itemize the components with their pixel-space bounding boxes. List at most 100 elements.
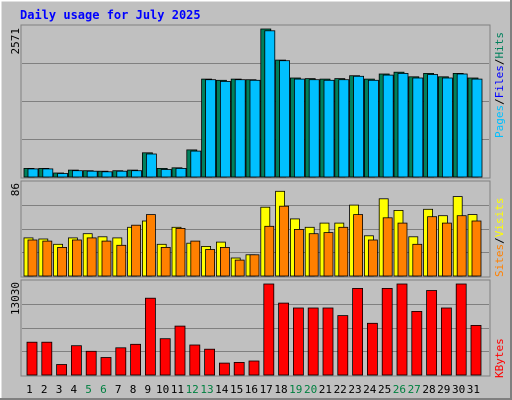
bar-pages-day-7	[116, 170, 128, 178]
bar-sites-day-23	[353, 214, 364, 277]
bar-kbytes-day-1	[26, 341, 38, 376]
bar-sites-day-17	[264, 225, 275, 277]
bar-pages-day-30	[456, 73, 468, 178]
legend-middle: Sites/Visits	[493, 198, 506, 278]
legend-separator-3: /	[493, 237, 506, 244]
x-tick-label-10: 10	[156, 383, 169, 396]
x-tick-label-22: 22	[334, 383, 347, 396]
bar-pages-day-6	[101, 171, 113, 178]
bar-pages-day-31	[471, 78, 483, 178]
bar-kbytes-day-22	[337, 315, 349, 376]
bar-kbytes-day-23	[352, 287, 364, 376]
bar-kbytes-day-24	[366, 322, 378, 376]
bar-kbytes-day-7	[115, 347, 127, 376]
bar-pages-day-12	[190, 150, 202, 178]
bar-pages-day-4	[72, 170, 83, 178]
bar-kbytes-day-17	[263, 283, 275, 376]
x-tick-label-12: 12	[186, 383, 199, 396]
middle-ymax-label: 86	[9, 183, 22, 196]
x-tick-label-25: 25	[378, 383, 391, 396]
x-tick-label-4: 4	[70, 383, 77, 396]
x-tick-label-27: 27	[408, 383, 421, 396]
bar-pages-day-1	[27, 168, 39, 178]
bar-sites-day-11	[175, 227, 186, 277]
bar-sites-day-1	[27, 239, 38, 277]
bar-pages-day-21	[323, 79, 335, 178]
bar-sites-day-3	[57, 246, 67, 277]
bar-kbytes-day-20	[307, 307, 319, 376]
x-tick-label-28: 28	[422, 383, 435, 396]
bar-pages-day-16	[249, 79, 261, 178]
x-tick-label-23: 23	[348, 383, 361, 396]
bar-pages-day-27	[412, 77, 424, 178]
bar-pages-day-3	[57, 173, 68, 178]
bar-sites-day-5	[86, 237, 97, 277]
bar-kbytes-day-11	[174, 325, 186, 376]
bar-kbytes-day-14	[218, 362, 230, 376]
x-tick-label-17: 17	[260, 383, 273, 396]
bar-sites-day-13	[205, 249, 216, 277]
legend-separator-2: /	[493, 59, 506, 66]
bar-kbytes-day-27	[411, 310, 423, 376]
x-tick-label-30: 30	[452, 383, 465, 396]
bar-kbytes-day-28	[426, 290, 438, 376]
bar-kbytes-day-2	[41, 341, 53, 376]
bar-pages-day-19	[293, 78, 305, 178]
x-tick-label-19: 19	[289, 383, 302, 396]
bar-kbytes-day-21	[322, 307, 334, 376]
bar-kbytes-day-30	[455, 283, 467, 376]
x-tick-label-7: 7	[115, 383, 122, 396]
bar-pages-day-29	[441, 77, 453, 178]
x-tick-label-31: 31	[467, 383, 480, 396]
bar-kbytes-day-18	[278, 302, 290, 376]
bar-kbytes-day-9	[144, 297, 156, 376]
bar-pages-day-17	[264, 30, 276, 178]
x-tick-label-11: 11	[171, 383, 184, 396]
bar-kbytes-day-16	[248, 360, 260, 376]
bar-sites-day-20	[308, 233, 319, 277]
bar-pages-day-8	[131, 170, 143, 178]
x-tick-label-24: 24	[363, 383, 377, 396]
x-tick-label-21: 21	[319, 383, 332, 396]
bar-kbytes-day-19	[292, 307, 304, 376]
bar-kbytes-day-5	[85, 350, 97, 376]
bar-pages-day-14	[219, 81, 231, 178]
bar-kbytes-day-12	[189, 344, 201, 376]
bar-kbytes-day-4	[71, 345, 82, 376]
bar-sites-day-7	[116, 244, 127, 277]
bar-kbytes-day-8	[130, 343, 142, 376]
x-tick-label-8: 8	[130, 383, 137, 396]
bar-sites-day-9	[145, 214, 156, 277]
x-tick-label-5: 5	[85, 383, 92, 396]
legend-pages: Pages	[493, 105, 506, 138]
bar-sites-day-30	[456, 215, 467, 277]
bar-kbytes-day-10	[159, 338, 171, 376]
bar-pages-day-24	[367, 79, 379, 178]
x-tick-label-16: 16	[245, 383, 258, 396]
x-tick-label-13: 13	[200, 383, 213, 396]
x-tick-label-18: 18	[274, 383, 287, 396]
legend-top: Pages/Files/Hits	[493, 32, 506, 138]
bar-pages-day-23	[353, 75, 365, 178]
bar-kbytes-day-25	[381, 287, 393, 376]
bar-sites-day-15	[234, 259, 245, 277]
x-tick-label-14: 14	[215, 383, 229, 396]
bar-sites-day-14	[219, 246, 230, 277]
legend-separator-1: /	[493, 98, 506, 105]
bar-kbytes-day-6	[100, 357, 112, 376]
bar-sites-day-8	[131, 224, 142, 277]
bars	[23, 28, 483, 376]
bar-sites-day-25	[382, 217, 393, 277]
bar-sites-day-29	[441, 222, 452, 277]
bar-sites-day-24	[367, 239, 378, 277]
bar-pages-day-9	[145, 153, 157, 178]
x-tick-label-29: 29	[437, 383, 450, 396]
bar-sites-day-19	[293, 228, 304, 277]
bar-sites-day-12	[190, 240, 201, 277]
bottom-ymax-label: 13030	[9, 282, 22, 315]
bar-sites-day-27	[412, 243, 423, 277]
chart-title: Daily usage for July 2025	[20, 8, 201, 22]
bar-sites-day-26	[397, 222, 408, 277]
top-ymax-label: 2571	[9, 28, 22, 55]
